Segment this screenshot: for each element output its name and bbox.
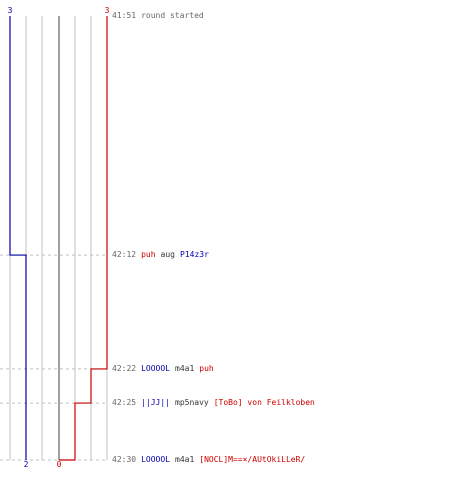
event-note: round started bbox=[141, 11, 204, 20]
event-time: 42:25 bbox=[112, 398, 137, 408]
victim-name: [ToBo] von Feilkloben bbox=[213, 398, 315, 408]
blue-start-score: 3 bbox=[8, 6, 13, 15]
killer-name: puh bbox=[141, 250, 156, 260]
event-time: 42:12 bbox=[112, 250, 137, 260]
weapon-name: m4a1 bbox=[175, 363, 195, 373]
red-end-score: 0 bbox=[57, 460, 62, 469]
weapon-name: aug bbox=[160, 250, 175, 260]
event-time: 42:30 bbox=[112, 455, 137, 464]
round-start-entry: 41:51 round started bbox=[112, 11, 209, 21]
blue-end-score: 2 bbox=[24, 460, 29, 469]
kill-entry: 42:30 LOOOOL m4a1 [NOCL]M==×/AUtOkiLLeR/ bbox=[112, 455, 310, 465]
kill-entry: 42:25 ||JJ|| mp5navy [ToBo] von Feilkloben bbox=[112, 398, 320, 408]
blue-team-step-line bbox=[9, 16, 27, 460]
red-start-score: 3 bbox=[105, 6, 110, 15]
weapon-name: m4a1 bbox=[175, 455, 195, 464]
red-team-step-line bbox=[59, 16, 108, 461]
victim-name: [NOCL]M==×/AUtOkiLLeR/ bbox=[199, 455, 306, 464]
victim-name: puh bbox=[199, 363, 214, 373]
kill-entry: 42:22 LOOOOL m4a1 puh bbox=[112, 364, 219, 374]
killer-name: ||JJ|| bbox=[141, 398, 170, 408]
event-time: 41:51 bbox=[112, 11, 137, 20]
weapon-name: mp5navy bbox=[175, 398, 209, 408]
killer-name: LOOOOL bbox=[141, 363, 170, 373]
event-time: 42:22 bbox=[112, 363, 137, 373]
victim-name: P14z3r bbox=[180, 250, 209, 260]
killer-name: LOOOOL bbox=[141, 455, 170, 464]
kill-entry: 42:12 puh aug P14z3r bbox=[112, 250, 214, 260]
